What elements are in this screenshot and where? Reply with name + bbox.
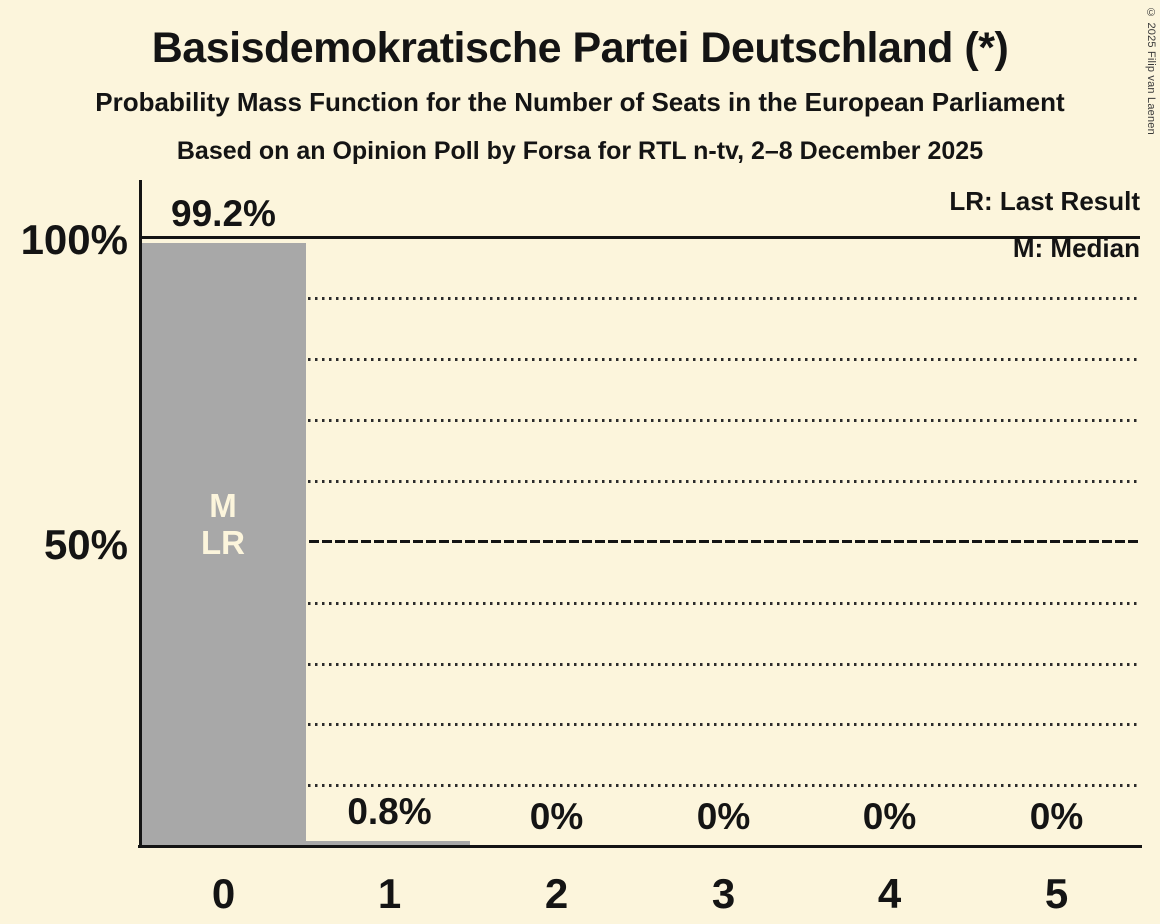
gridline-90pct [140,297,1140,300]
x-axis-tick-5: 5 [1044,870,1069,917]
copyright-notice: © 2025 Filip van Laenen [1145,7,1157,135]
bar-seats-1 [306,841,470,846]
value-label-seats-0: 99.2% [171,193,276,234]
x-axis-line [138,845,1142,848]
value-label-seats-3: 0% [696,796,751,837]
gridline-10pct [140,784,1140,787]
value-label-seats-4: 0% [862,796,917,837]
gridline-30pct [140,663,1140,666]
value-label-seats-1: 0.8% [347,791,432,832]
y-axis-tick-100: 100% [20,216,128,263]
x-axis-tick-4: 4 [877,870,902,917]
value-label-seats-2: 0% [529,796,584,837]
bar-seats-0 [142,242,306,846]
gridline-70pct [140,419,1140,422]
line-100pct [140,236,1140,239]
gridline-40pct [140,602,1140,605]
bar-last-result-marker: LR [201,524,245,561]
y-axis-tick-50: 50% [43,521,128,568]
gridline-60pct [140,480,1140,483]
x-axis-tick-3: 3 [711,870,736,917]
x-axis-tick-2: 2 [544,870,569,917]
chart-subtitle: Probability Mass Function for the Number… [95,87,1065,117]
chart-source-line: Based on an Opinion Poll by Forsa for RT… [176,137,984,165]
chart-title: Basisdemokratische Partei Deutschland (*… [151,24,1009,72]
y-axis-line [139,180,142,848]
bar-median-marker: M [209,487,237,524]
gridline-20pct [140,723,1140,726]
value-label-seats-5: 0% [1029,796,1084,837]
line-50pct [140,540,1140,543]
legend-last-result: LR: Last Result [949,186,1140,216]
x-axis-tick-1: 1 [377,870,402,917]
gridline-80pct [140,358,1140,361]
x-axis-tick-0: 0 [211,870,236,917]
